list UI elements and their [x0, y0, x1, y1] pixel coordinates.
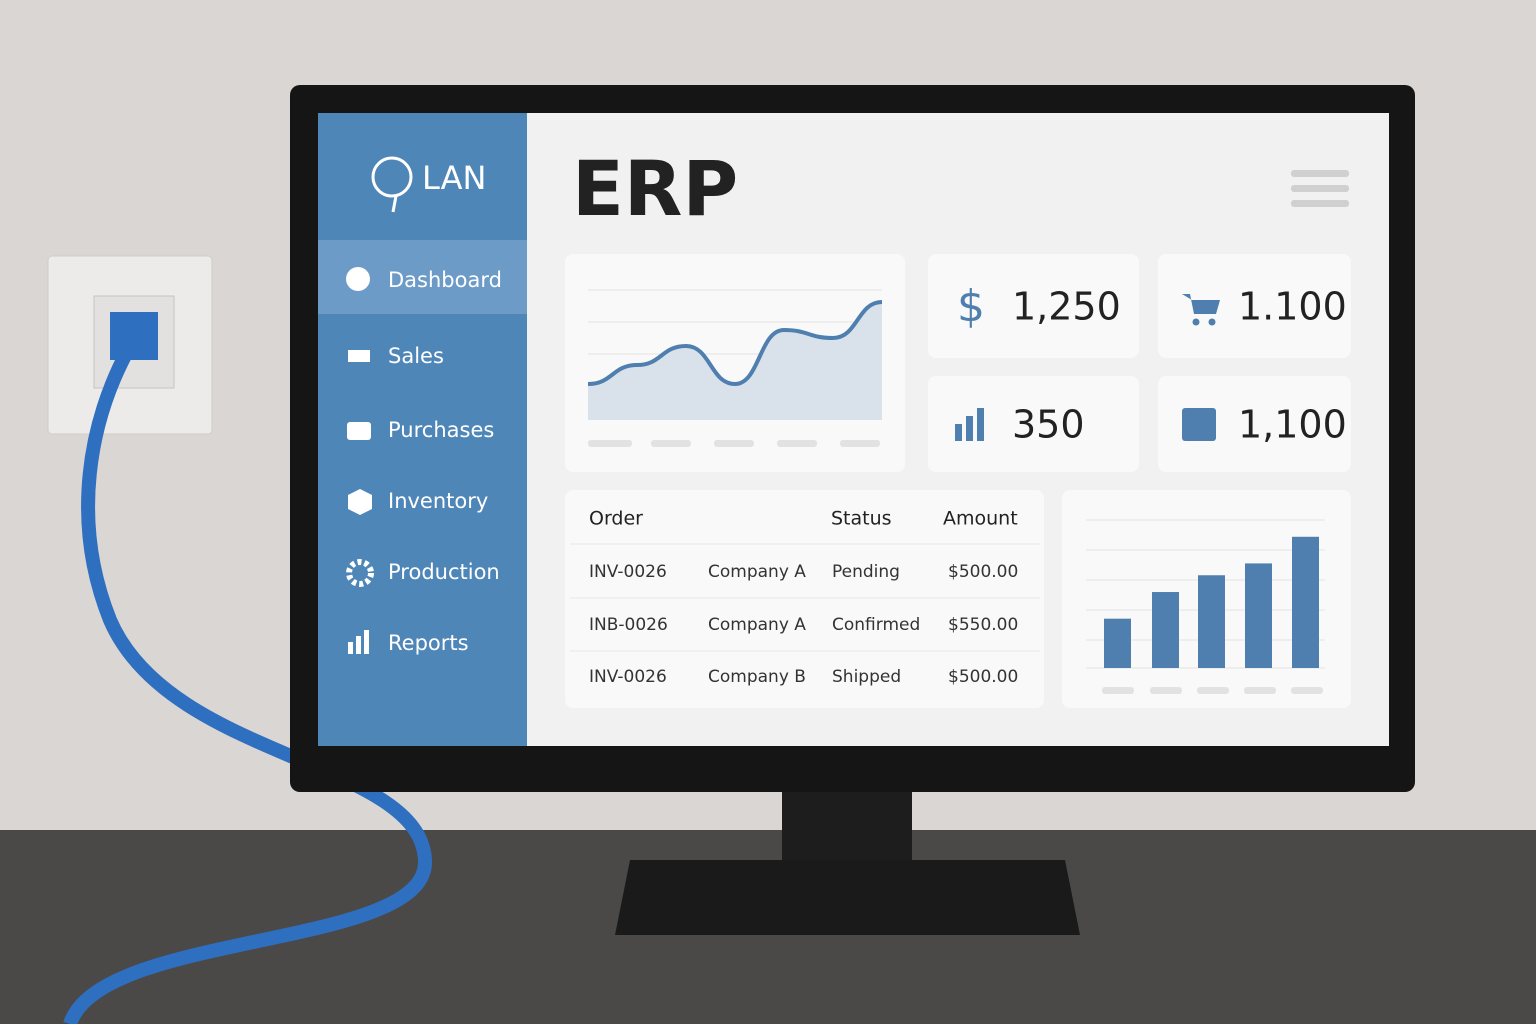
stat-value: 350 — [1012, 403, 1085, 447]
table-cell: $550.00 — [948, 615, 1018, 635]
table-cell: Pending — [832, 562, 900, 582]
table-cell: Shipped — [832, 667, 901, 687]
nav-item[interactable]: Sales — [388, 344, 444, 368]
nav-icon — [348, 350, 370, 362]
bar — [1292, 536, 1319, 668]
nav-icon — [348, 489, 372, 515]
socket — [93, 295, 175, 389]
axis-placeholder — [588, 440, 1323, 694]
stat-icon: $ — [957, 281, 985, 332]
bar — [1152, 592, 1179, 668]
table-header: Amount — [943, 508, 1018, 530]
nav-icon — [346, 559, 374, 587]
table-header: Status — [831, 508, 892, 530]
table-cell: INV-0026 — [589, 562, 667, 582]
table-dividers — [570, 543, 1040, 652]
stat-value: 1.100 — [1238, 285, 1347, 329]
nav-icon — [348, 630, 369, 654]
nav-item[interactable]: Production — [388, 560, 500, 584]
stat-value: 1,250 — [1012, 285, 1121, 329]
stat-icon — [1182, 408, 1216, 441]
nav-icon — [346, 267, 370, 291]
menu-button[interactable] — [1291, 170, 1349, 207]
table-cell: INB-0026 — [589, 615, 668, 635]
stand-base — [615, 860, 1080, 935]
nav-item[interactable]: Reports — [388, 631, 469, 655]
table-cell: Company A — [708, 615, 806, 635]
stat-icon — [1208, 318, 1216, 326]
logo: LAN — [422, 159, 486, 197]
table-cell: INV-0026 — [589, 667, 667, 687]
nav-item[interactable]: Purchases — [388, 418, 494, 442]
line-area — [588, 302, 882, 420]
logo-icon — [371, 156, 413, 198]
bar — [1245, 563, 1272, 668]
stat-icon — [1182, 294, 1220, 314]
logo-icon — [391, 195, 398, 213]
line — [587, 300, 883, 387]
table-cell: Confirmed — [832, 615, 920, 635]
nav-item[interactable]: Inventory — [388, 489, 488, 513]
nav-item[interactable]: Dashboard — [388, 268, 502, 292]
table-cell: $500.00 — [948, 562, 1018, 582]
nav-icon — [347, 422, 371, 440]
bar — [1104, 618, 1131, 668]
table-header: Order — [589, 508, 643, 530]
page-title: ERP — [572, 144, 738, 233]
stat-value: 1,100 — [1238, 403, 1347, 447]
table-cell: Company B — [708, 667, 806, 687]
table-cell: $500.00 — [948, 667, 1018, 687]
table-cell: Company A — [708, 562, 806, 582]
stand-neck — [782, 788, 912, 873]
stat-icon — [1192, 318, 1200, 326]
plug — [110, 312, 158, 360]
bar — [1198, 575, 1225, 668]
stat-icon — [955, 408, 984, 441]
